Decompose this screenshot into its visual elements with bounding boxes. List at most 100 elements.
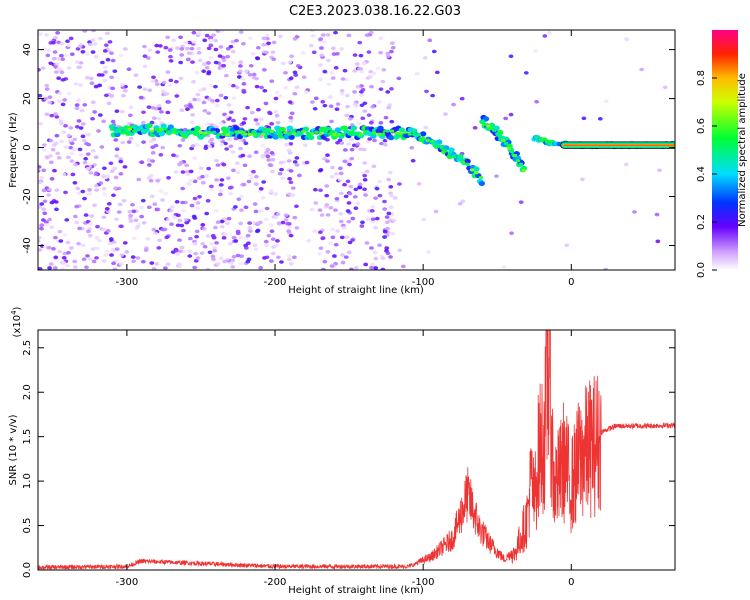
noise-speckle <box>288 115 294 120</box>
noise-speckle <box>311 50 317 55</box>
spectrogram-ytick-label: 40 <box>22 43 33 56</box>
trace-point <box>238 130 244 134</box>
noise-speckle <box>227 82 233 86</box>
noise-speckle <box>247 221 253 225</box>
noise-speckle <box>218 183 224 187</box>
noise-speckle <box>389 49 394 54</box>
noise-speckle <box>63 190 68 195</box>
noise-speckle <box>218 121 224 126</box>
noise-speckle <box>362 173 368 178</box>
noise-speckle <box>329 70 335 75</box>
noise-speckle <box>354 62 360 66</box>
noise-speckle <box>104 207 110 211</box>
trace-point <box>163 127 168 131</box>
noise-speckle <box>320 100 326 104</box>
noise-speckle <box>46 245 52 250</box>
noise-speckle <box>261 68 267 72</box>
noise-speckle <box>63 124 68 128</box>
noise-speckle <box>337 166 343 171</box>
noise-speckle <box>183 104 189 108</box>
noise-speckle <box>243 69 249 74</box>
trace-point <box>416 133 421 137</box>
noise-speckle <box>221 58 227 63</box>
noise-speckle <box>293 73 299 77</box>
noise-speckle <box>347 240 353 245</box>
trace-point <box>419 131 427 137</box>
noise-speckle <box>158 44 163 48</box>
noise-speckle <box>121 93 126 98</box>
noise-speckle <box>47 188 52 192</box>
noise-speckle <box>82 30 88 33</box>
noise-speckle <box>662 85 668 90</box>
noise-speckle <box>248 173 254 177</box>
trace-point <box>398 131 404 135</box>
noise-speckle <box>204 65 210 70</box>
noise-speckle <box>64 53 69 58</box>
noise-speckle <box>202 108 208 113</box>
colorbar-tick-label: 0.0 <box>696 262 707 278</box>
trace-point <box>438 144 444 148</box>
trace-point <box>482 116 490 122</box>
noise-speckle <box>76 98 81 102</box>
noise-speckle <box>47 95 53 100</box>
noise-speckle <box>101 119 107 124</box>
noise-speckle <box>191 40 197 44</box>
noise-speckle <box>168 78 174 83</box>
noise-speckle <box>111 261 116 266</box>
noise-speckle <box>207 250 213 255</box>
snr-axes: -300 -200 -100 0 0.0 0.5 1.0 1.5 2.0 2.5 <box>22 330 675 588</box>
noise-speckle <box>38 205 43 209</box>
trace-point <box>377 125 384 131</box>
noise-speckle <box>261 43 266 47</box>
noise-speckle <box>145 56 151 60</box>
noise-speckle <box>266 41 272 46</box>
noise-speckle <box>80 243 86 248</box>
noise-speckle <box>141 221 147 225</box>
noise-speckle <box>179 223 185 228</box>
noise-speckle <box>366 113 372 117</box>
trace-point <box>229 131 235 135</box>
noise-speckle <box>180 200 186 205</box>
noise-speckle <box>322 103 328 108</box>
noise-speckle <box>192 179 198 184</box>
noise-speckle <box>169 222 174 226</box>
noise-speckle <box>66 66 72 70</box>
noise-speckle <box>94 236 100 240</box>
noise-speckle <box>206 166 212 171</box>
noise-speckle <box>154 82 160 87</box>
noise-speckle <box>260 153 266 158</box>
noise-speckle <box>382 229 388 234</box>
noise-speckle <box>62 233 68 237</box>
noise-speckle <box>178 35 183 40</box>
noise-speckle <box>451 102 456 107</box>
trace-point <box>252 132 257 137</box>
noise-speckle <box>235 170 241 175</box>
noise-speckle <box>233 239 239 243</box>
noise-speckle <box>57 91 63 96</box>
trace-point <box>309 131 315 136</box>
noise-speckle <box>371 71 377 76</box>
noise-speckle <box>287 151 293 155</box>
trace-point <box>354 132 359 136</box>
noise-speckle <box>632 210 637 214</box>
noise-speckle <box>147 88 153 92</box>
noise-speckle <box>250 52 256 56</box>
noise-speckle <box>330 165 335 170</box>
noise-speckle <box>59 70 65 75</box>
noise-speckle <box>219 219 225 224</box>
trace-point <box>323 131 328 135</box>
noise-speckle <box>142 87 148 92</box>
noise-speckle <box>117 202 123 207</box>
trace-point <box>154 127 159 131</box>
noise-speckle <box>230 83 236 88</box>
trace-point <box>288 134 295 140</box>
noise-speckle <box>39 223 45 227</box>
noise-speckle <box>231 235 237 240</box>
noise-speckle <box>181 208 186 213</box>
noise-speckle <box>135 224 141 229</box>
noise-speckle <box>154 262 160 266</box>
noise-speckle <box>238 69 243 73</box>
noise-speckle <box>177 218 183 223</box>
noise-speckle <box>391 218 397 223</box>
noise-speckle <box>110 119 116 124</box>
